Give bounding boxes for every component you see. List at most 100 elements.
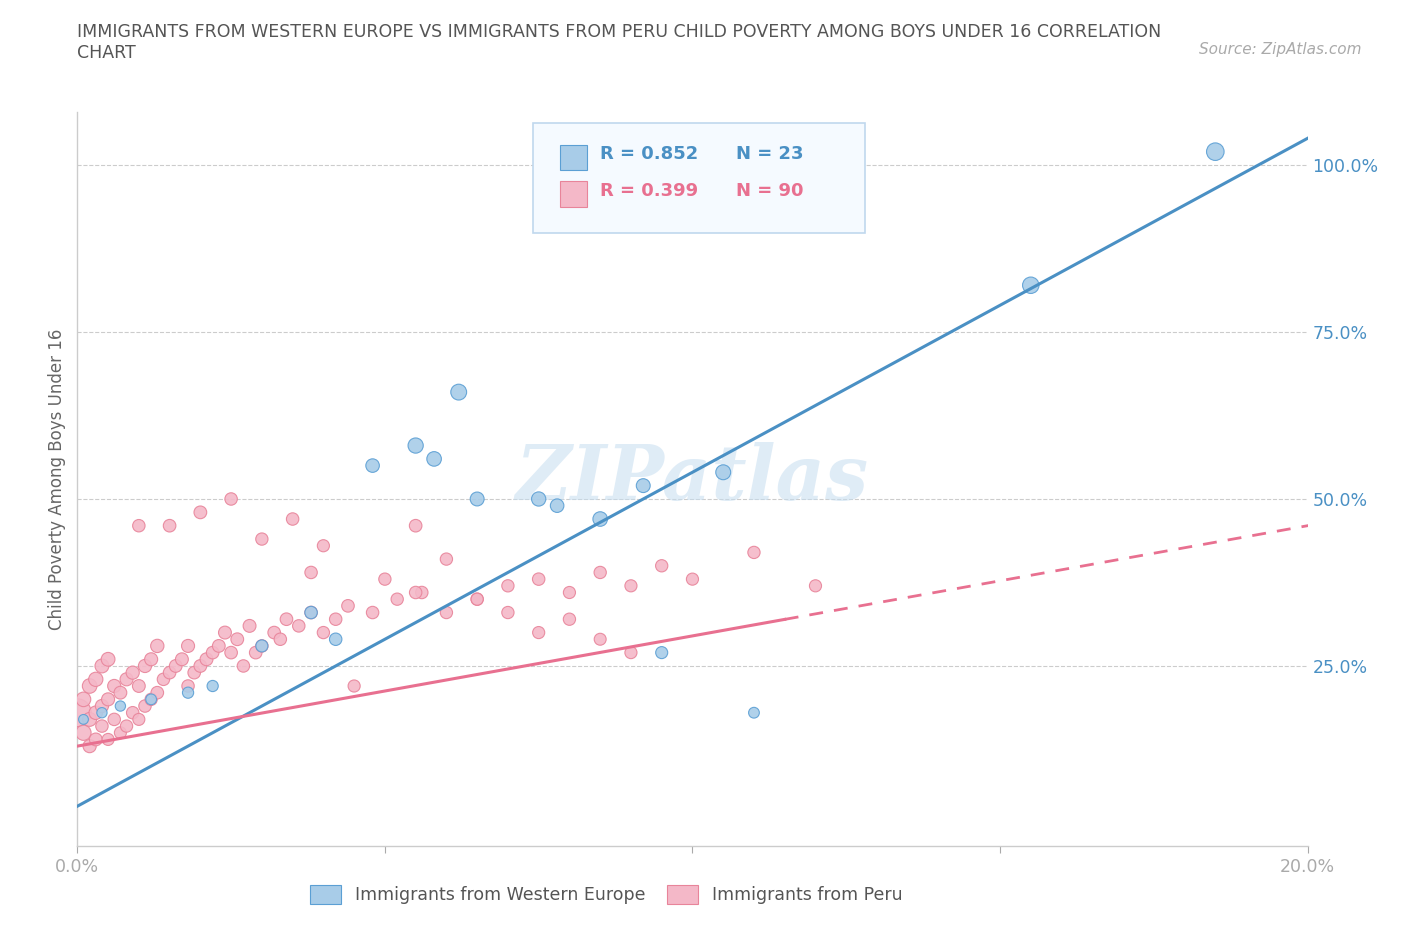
Point xyxy=(343,679,366,694)
Point xyxy=(436,605,458,620)
Point xyxy=(1019,278,1042,293)
Point xyxy=(188,505,212,520)
Text: R = 0.852: R = 0.852 xyxy=(600,145,699,163)
Point xyxy=(165,658,187,673)
Point xyxy=(177,639,200,654)
Point xyxy=(72,692,94,707)
Point xyxy=(141,652,163,667)
Point xyxy=(250,639,273,654)
Point xyxy=(214,625,236,640)
Point xyxy=(312,625,335,640)
Point xyxy=(411,585,433,600)
Point xyxy=(1204,144,1226,159)
Point xyxy=(110,698,132,713)
Point xyxy=(219,645,242,660)
Point xyxy=(103,712,125,727)
Point xyxy=(110,685,132,700)
Bar xyxy=(560,181,586,207)
Point xyxy=(134,658,156,673)
Point xyxy=(84,671,107,686)
Point xyxy=(299,605,322,620)
Point xyxy=(527,572,550,587)
Point xyxy=(250,532,273,547)
Point xyxy=(146,685,169,700)
Point xyxy=(299,565,322,580)
Point xyxy=(79,712,101,727)
Text: CHART: CHART xyxy=(77,44,136,61)
Point xyxy=(589,631,612,646)
Text: IMMIGRANTS FROM WESTERN EUROPE VS IMMIGRANTS FROM PERU CHILD POVERTY AMONG BOYS : IMMIGRANTS FROM WESTERN EUROPE VS IMMIGR… xyxy=(77,23,1161,41)
Point xyxy=(405,518,427,533)
Point xyxy=(682,572,704,587)
Text: ZIPatlas: ZIPatlas xyxy=(516,442,869,516)
Point xyxy=(128,712,150,727)
Point xyxy=(405,585,427,600)
Point xyxy=(263,625,285,640)
Point xyxy=(79,738,101,753)
Point xyxy=(195,652,218,667)
Point xyxy=(325,612,347,627)
Point xyxy=(465,492,488,507)
Point xyxy=(188,658,212,673)
Point xyxy=(546,498,568,513)
Point xyxy=(239,618,262,633)
Point xyxy=(90,719,114,734)
Point xyxy=(72,712,94,727)
Point xyxy=(115,719,138,734)
Point xyxy=(201,679,224,694)
Bar xyxy=(560,145,586,170)
Point xyxy=(146,639,169,654)
Point xyxy=(79,679,101,694)
Text: R = 0.399: R = 0.399 xyxy=(600,182,699,200)
Point xyxy=(496,578,519,593)
Point xyxy=(465,591,488,606)
FancyBboxPatch shape xyxy=(533,123,865,232)
Point xyxy=(97,692,120,707)
Point xyxy=(219,492,242,507)
Point xyxy=(110,725,132,740)
Point xyxy=(121,665,143,680)
Text: N = 23: N = 23 xyxy=(735,145,803,163)
Point xyxy=(281,512,304,526)
Point xyxy=(90,658,114,673)
Point xyxy=(527,492,550,507)
Point xyxy=(84,732,107,747)
Point xyxy=(651,645,673,660)
Point xyxy=(159,665,181,680)
Point xyxy=(97,652,120,667)
Legend: Immigrants from Western Europe, Immigrants from Peru: Immigrants from Western Europe, Immigran… xyxy=(304,878,910,911)
Point xyxy=(651,558,673,573)
Point xyxy=(201,645,224,660)
Point xyxy=(269,631,291,646)
Point xyxy=(405,438,427,453)
Point xyxy=(152,671,174,686)
Point xyxy=(620,578,643,593)
Point xyxy=(288,618,311,633)
Point xyxy=(465,591,488,606)
Point xyxy=(325,631,347,646)
Text: Source: ZipAtlas.com: Source: ZipAtlas.com xyxy=(1198,42,1361,57)
Point xyxy=(177,685,200,700)
Point xyxy=(558,612,581,627)
Point xyxy=(423,451,446,466)
Point xyxy=(589,565,612,580)
Point xyxy=(711,465,734,480)
Point xyxy=(245,645,267,660)
Point xyxy=(134,698,156,713)
Point xyxy=(312,538,335,553)
Point xyxy=(141,692,163,707)
Point xyxy=(183,665,205,680)
Point xyxy=(121,705,143,720)
Point xyxy=(558,585,581,600)
Point xyxy=(742,545,765,560)
Point xyxy=(276,612,298,627)
Text: N = 90: N = 90 xyxy=(735,182,803,200)
Point xyxy=(361,458,384,473)
Point xyxy=(447,385,470,400)
Point xyxy=(90,705,114,720)
Point xyxy=(115,671,138,686)
Point xyxy=(374,572,396,587)
Point xyxy=(496,605,519,620)
Point xyxy=(90,698,114,713)
Point xyxy=(97,732,120,747)
